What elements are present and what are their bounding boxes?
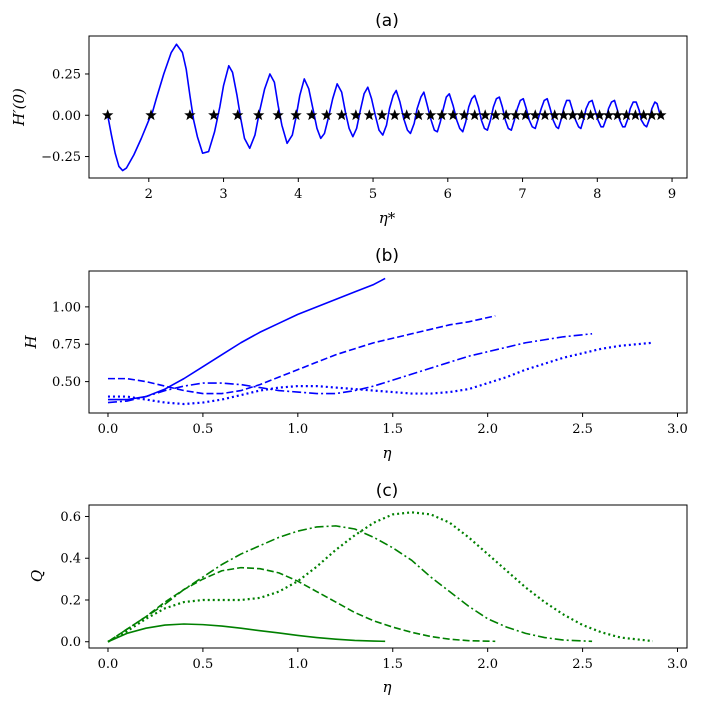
panel-a-star-marker xyxy=(637,109,650,121)
panel-a-star-marker xyxy=(539,109,551,121)
panel-a-axes-frame xyxy=(88,35,688,179)
panel-a-star-marker xyxy=(602,109,615,121)
panel-a-star-marker xyxy=(272,109,284,121)
panel-b-ytick-label: 1.00 xyxy=(52,300,81,315)
panel-c-xtick-label: 1.5 xyxy=(382,657,403,672)
panel-c-ytick-label: 0.0 xyxy=(60,635,81,650)
panel-a-xlabel: η* xyxy=(379,209,396,227)
panel-c-xlabel: η xyxy=(383,678,392,696)
panel-a-xtick-label: 4 xyxy=(294,187,302,202)
panel-c-xtick-label: 2.0 xyxy=(477,657,498,672)
panel-a-xtick-label: 5 xyxy=(369,187,377,202)
panel-a-star-marker xyxy=(557,109,570,121)
panel-a-star-marker xyxy=(350,109,362,121)
panel-b-ytick-label: 0.50 xyxy=(52,375,81,390)
panel-a-star-marker xyxy=(611,109,624,121)
panel-b-xlabel: η xyxy=(383,444,392,462)
panel-a-star-marker xyxy=(510,109,522,121)
panel-a-star-marker xyxy=(290,109,302,121)
panel-c: (c) η Q 0.0 0.5 1.0 1.5 2.0 2.5 3.0 0.0 0.2 0.4 0.… xyxy=(28,481,688,696)
panel-c-series-solid xyxy=(107,623,386,643)
panel-a-xtick-label: 9 xyxy=(668,187,676,202)
panel-a: (a) η* H′(0) 2 3 4 5 6 7 8 9 −0.25 0.00 0.25 xyxy=(10,11,688,227)
panel-c-series-dotted xyxy=(107,511,653,643)
panel-a-xtick-label: 8 xyxy=(593,187,601,202)
panel-b-xtick-label: 1.0 xyxy=(287,422,308,437)
panel-a-ytick-label: −0.25 xyxy=(41,150,81,165)
panel-a-xtick-label: 3 xyxy=(219,187,227,202)
panel-a-star-marker xyxy=(620,109,633,121)
panel-b-xtick-label: 0.0 xyxy=(98,422,119,437)
panel-a-star-marker xyxy=(447,109,459,121)
panel-c-xtick-label: 2.5 xyxy=(572,657,593,672)
panel-a-star-marker xyxy=(252,109,265,121)
panel-a-star-marker xyxy=(321,109,333,121)
panel-b-series-dotted xyxy=(107,341,653,406)
panel-a-star-marker xyxy=(436,109,448,121)
panel-a-star-marker xyxy=(184,109,196,121)
panel-a-star-marker xyxy=(489,109,502,121)
panel-c-title: (c) xyxy=(376,481,399,501)
panel-b-xtick-label: 1.5 xyxy=(382,422,403,437)
panel-a-star-marker xyxy=(458,109,470,121)
panel-c-ytick-label: 0.6 xyxy=(60,510,81,525)
panel-c-ylabel: Q xyxy=(28,570,46,582)
panel-a-star-marker xyxy=(424,109,437,121)
panel-a-star-marker xyxy=(479,109,491,121)
panel-a-star-marker xyxy=(101,109,114,121)
panel-a-star-marker xyxy=(519,109,532,121)
panel-a-star-marker xyxy=(306,109,318,121)
panel-b-axes-frame xyxy=(88,270,688,414)
panel-b-xtick-label: 2.5 xyxy=(572,422,593,437)
panel-a-star-marker xyxy=(412,109,425,121)
panel-a-xtick-label: 2 xyxy=(145,187,153,202)
panel-c-axes-frame xyxy=(88,504,688,649)
panel-a-star-marker xyxy=(335,109,348,121)
panel-c-ytick-label: 0.4 xyxy=(60,552,81,567)
panel-c-ytick-label: 0.2 xyxy=(60,593,81,608)
panel-a-xtick-label: 7 xyxy=(518,187,526,202)
panel-c-xtick-label: 0.0 xyxy=(98,657,119,672)
panel-a-star-marker xyxy=(389,109,401,121)
panel-a-star-marker xyxy=(646,109,658,121)
panel-b-xtick-label: 0.5 xyxy=(193,422,214,437)
panel-a-star-marker xyxy=(593,109,606,121)
panel-b-xtick-label: 2.0 xyxy=(477,422,498,437)
panel-a-star-marker xyxy=(584,109,597,121)
panel-a-star-marker xyxy=(376,109,388,121)
panel-c-xtick-label: 3.0 xyxy=(667,657,688,672)
panel-a-xtick-label: 6 xyxy=(444,187,452,202)
panel-b: (b) η H 0.0 0.5 1.0 1.5 2.0 2.5 3.0 0.50 0.75 1.0… xyxy=(22,246,688,462)
panel-a-star-marker xyxy=(500,109,512,121)
panel-c-xtick-label: 0.5 xyxy=(193,657,214,672)
panel-a-star-marker xyxy=(363,109,376,121)
panel-b-series-solid xyxy=(107,277,386,401)
panel-a-star-marker xyxy=(629,109,642,121)
panel-a-star-marker xyxy=(548,109,561,121)
panel-a-ytick-label: 0.25 xyxy=(52,67,81,82)
panel-b-series-dashdot xyxy=(107,332,593,404)
panel-a-star-marker xyxy=(566,109,579,121)
panel-a-star-marker xyxy=(208,109,220,121)
panel-c-xtick-label: 1.0 xyxy=(287,657,308,672)
panel-a-star-marker xyxy=(145,109,157,121)
panel-a-star-marker xyxy=(575,109,588,121)
panel-b-title: (b) xyxy=(375,246,399,266)
panel-c-series-dashdot xyxy=(107,525,593,643)
panel-a-star-marker xyxy=(469,109,481,121)
panel-a-curve xyxy=(106,43,662,172)
panel-a-title: (a) xyxy=(375,11,399,31)
panel-b-series-dashed xyxy=(107,315,496,395)
panel-b-ytick-label: 0.75 xyxy=(52,338,81,353)
panel-a-star-marker xyxy=(400,109,413,121)
panel-a-ylabel: H′(0) xyxy=(10,88,28,127)
panel-a-star-marker xyxy=(655,109,667,121)
panel-b-xtick-label: 3.0 xyxy=(667,422,688,437)
panel-c-series-dashed xyxy=(107,566,496,643)
panel-a-star-marker xyxy=(232,109,244,121)
panel-a-star-marker xyxy=(529,109,541,121)
panel-b-ylabel: H xyxy=(22,335,40,350)
panel-a-ytick-label: 0.00 xyxy=(52,109,81,124)
